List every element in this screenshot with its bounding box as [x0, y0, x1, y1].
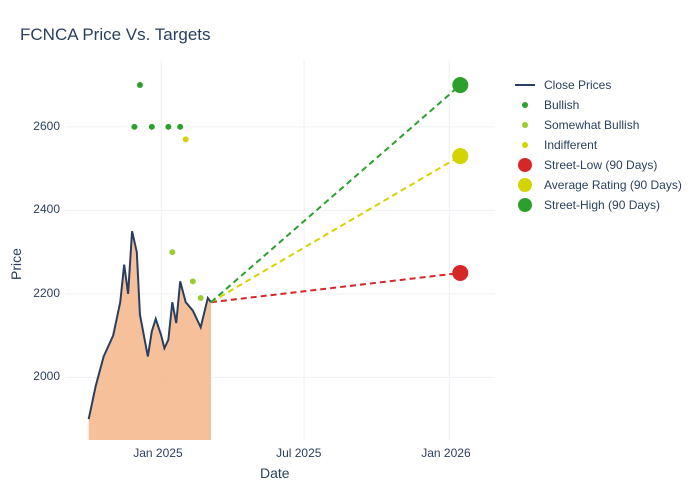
x-tick-label: Jan 2025: [133, 446, 182, 460]
legend-average[interactable]: Average Rating (90 Days): [510, 177, 682, 193]
dot-icon: [522, 122, 528, 128]
plot-svg: [65, 60, 495, 440]
legend-label: Street-Low (90 Days): [544, 158, 657, 172]
y-tick-label: 2200: [20, 286, 60, 300]
legend-label: Indifferent: [544, 138, 597, 152]
dot-icon: [522, 102, 528, 108]
legend-label: Somewhat Bullish: [544, 118, 639, 132]
legend-bullish[interactable]: Bullish: [510, 97, 682, 113]
x-tick-label: Jan 2026: [421, 446, 470, 460]
legend-somewhat-bullish[interactable]: Somewhat Bullish: [510, 117, 682, 133]
chart-title: FCNCA Price Vs. Targets: [20, 25, 211, 45]
legend-label: Close Prices: [544, 78, 611, 92]
y-tick-label: 2400: [20, 202, 60, 216]
legend-indifferent[interactable]: Indifferent: [510, 137, 682, 153]
y-axis-label: Price: [8, 248, 24, 280]
legend-label: Bullish: [544, 98, 579, 112]
line-icon: [515, 84, 535, 86]
legend-label: Average Rating (90 Days): [544, 178, 682, 192]
x-tick-label: Jul 2025: [276, 446, 321, 460]
dot-icon: [518, 158, 532, 172]
dot-icon: [522, 142, 528, 148]
plot-area: [65, 60, 495, 440]
legend-label: Street-High (90 Days): [544, 198, 660, 212]
legend-street-high[interactable]: Street-High (90 Days): [510, 197, 682, 213]
x-axis-label: Date: [260, 465, 290, 481]
legend-street-low[interactable]: Street-Low (90 Days): [510, 157, 682, 173]
chart-container: FCNCA Price Vs. Targets Price Date 2000 2…: [0, 0, 700, 500]
y-tick-label: 2600: [20, 119, 60, 133]
legend-close-prices[interactable]: Close Prices: [510, 77, 682, 93]
legend: Close Prices Bullish Somewhat Bullish In…: [510, 77, 682, 217]
y-tick-label: 2000: [20, 369, 60, 383]
dot-icon: [518, 198, 532, 212]
dot-icon: [518, 178, 532, 192]
